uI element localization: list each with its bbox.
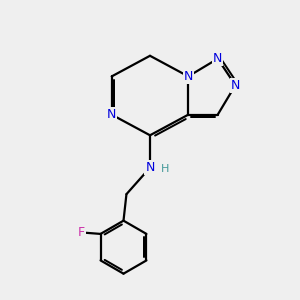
Text: N: N xyxy=(184,70,193,83)
Text: N: N xyxy=(231,79,240,92)
Text: H: H xyxy=(161,164,170,174)
Text: N: N xyxy=(107,108,116,121)
Text: F: F xyxy=(78,226,85,239)
Text: N: N xyxy=(213,52,222,65)
Text: N: N xyxy=(145,161,155,174)
